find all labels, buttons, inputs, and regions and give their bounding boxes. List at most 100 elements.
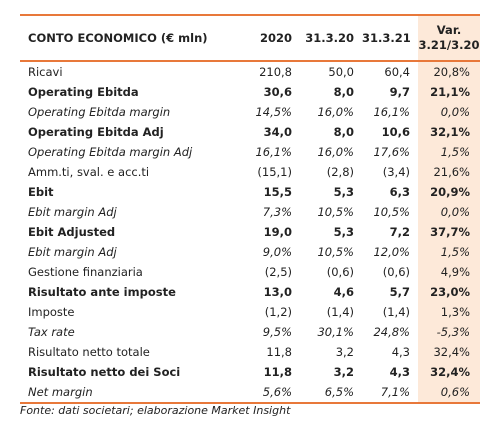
value-variation: 1,3% (418, 302, 480, 322)
table-row: Risultato netto dei Soci 11,8 3,2 4,3 32,4% (20, 362, 480, 382)
value-variation: 21,6% (418, 162, 480, 182)
table-header-row: CONTO ECONOMICO (€ mln) 2020 31.3.20 31.… (20, 15, 480, 61)
value-2020: 15,5 (263, 185, 292, 199)
value-31-3-21: 4,3 (391, 345, 410, 359)
value-variation: 21,1% (418, 82, 480, 102)
value-variation: 32,4% (418, 362, 480, 382)
row-label: Net margin (28, 385, 93, 399)
table-row: Gestione finanziaria (2,5) (0,6) (0,6) 4,9% (20, 262, 480, 282)
value-31-3-20: (1,4) (326, 305, 354, 319)
table-row: Ebit margin Adj 7,3% 10,5% 10,5% 0,0% (20, 202, 480, 222)
row-label: Operating Ebitda margin Adj (28, 145, 193, 159)
value-31-3-20: 3,2 (335, 345, 354, 359)
value-variation: 23,0% (418, 282, 480, 302)
value-2020: 30,6 (263, 85, 292, 99)
value-2020: 14,5% (255, 105, 292, 119)
row-label: Ebit margin Adj (28, 245, 117, 259)
value-31-3-20: (2,8) (326, 165, 354, 179)
table-row: Operating Ebitda margin Adj 16,1% 16,0% 17,… (20, 142, 480, 162)
value-31-3-21: (1,4) (382, 305, 410, 319)
value-31-3-20: 8,0 (333, 85, 354, 99)
value-variation: 0,0% (418, 102, 480, 122)
value-31-3-20: 16,0% (317, 145, 354, 159)
table-title: CONTO ECONOMICO (€ mln) (28, 31, 208, 45)
value-2020: 7,3% (262, 205, 292, 219)
value-31-3-21: 7,1% (380, 385, 410, 399)
row-label: Risultato netto totale (28, 345, 150, 359)
value-31-3-21: 9,7 (389, 85, 410, 99)
value-31-3-20: 30,1% (317, 325, 354, 339)
value-31-3-20: 6,5% (324, 385, 354, 399)
column-header-31-3-21: 31.3.21 (362, 31, 411, 45)
table-row: Risultato netto totale 11,8 3,2 4,3 32,4% (20, 342, 480, 362)
value-31-3-21: (3,4) (382, 165, 410, 179)
column-header-2020: 2020 (259, 31, 292, 45)
table-row: Ebit Adjusted 19,0 5,3 7,2 37,7% (20, 222, 480, 242)
value-31-3-20: (0,6) (326, 265, 354, 279)
row-label: Ebit margin Adj (28, 205, 117, 219)
value-31-3-21: 10,6 (381, 125, 410, 139)
value-variation: 32,4% (418, 342, 480, 362)
variation-header-line2: 3.21/3.20 (418, 38, 480, 52)
value-variation: 20,9% (418, 182, 480, 202)
value-2020: 11,8 (266, 345, 292, 359)
value-2020: (2,5) (264, 265, 292, 279)
value-31-3-21: 24,8% (373, 325, 410, 339)
table-row: Amm.ti, sval. e acc.ti (15,1) (2,8) (3,4) 21… (20, 162, 480, 182)
value-31-3-20: 10,5% (317, 205, 354, 219)
value-31-3-20: 5,3 (333, 185, 354, 199)
table-row: Operating Ebitda 30,6 8,0 9,7 21,1% (20, 82, 480, 102)
value-31-3-21: 10,5% (373, 205, 410, 219)
row-label: Operating Ebitda (28, 85, 139, 99)
value-31-3-20: 8,0 (333, 125, 354, 139)
value-31-3-21: 60,4 (384, 65, 410, 79)
value-31-3-21: 16,1% (373, 105, 410, 119)
row-label: Gestione finanziaria (28, 265, 143, 279)
row-label: Amm.ti, sval. e acc.ti (28, 165, 150, 179)
value-2020: 9,5% (262, 325, 292, 339)
column-header-31-3-20: 31.3.20 (305, 31, 354, 45)
value-31-3-20: 50,0 (328, 65, 354, 79)
value-variation: 0,6% (418, 382, 480, 403)
value-2020: (1,2) (264, 305, 292, 319)
value-2020: 34,0 (263, 125, 292, 139)
table-row: Ebit margin Adj 9,0% 10,5% 12,0% 1,5% (20, 242, 480, 262)
table-row: Net margin 5,6% 6,5% 7,1% 0,6% (20, 382, 480, 403)
value-variation: 4,9% (418, 262, 480, 282)
value-2020: 11,8 (263, 365, 292, 379)
value-31-3-20: 5,3 (333, 225, 354, 239)
value-variation: 20,8% (418, 61, 480, 82)
value-2020: 13,0 (263, 285, 292, 299)
value-31-3-21: 12,0% (373, 245, 410, 259)
row-label: Risultato netto dei Soci (28, 365, 181, 379)
value-31-3-21: 5,7 (389, 285, 410, 299)
value-31-3-20: 4,6 (333, 285, 354, 299)
row-label: Ebit (28, 185, 54, 199)
value-variation: 1,5% (418, 242, 480, 262)
value-31-3-20: 3,2 (333, 365, 354, 379)
row-label: Ricavi (28, 65, 63, 79)
income-statement-table-container: CONTO ECONOMICO (€ mln) 2020 31.3.20 31.… (20, 14, 480, 404)
table-row: Imposte (1,2) (1,4) (1,4) 1,3% (20, 302, 480, 322)
value-31-3-21: (0,6) (382, 265, 410, 279)
row-label: Tax rate (28, 325, 75, 339)
table-row: Ebit 15,5 5,3 6,3 20,9% (20, 182, 480, 202)
value-2020: (15,1) (257, 165, 292, 179)
variation-header-line1: Var. (436, 23, 462, 37)
table-row: Risultato ante imposte 13,0 4,6 5,7 23,0% (20, 282, 480, 302)
row-label: Imposte (28, 305, 75, 319)
value-2020: 19,0 (263, 225, 292, 239)
value-variation: 0,0% (418, 202, 480, 222)
table-body: Ricavi 210,8 50,0 60,4 20,8% Operating Ebitda… (20, 61, 480, 403)
value-31-3-21: 4,3 (389, 365, 410, 379)
value-31-3-20: 16,0% (317, 105, 354, 119)
row-label: Risultato ante imposte (28, 285, 176, 299)
value-2020: 9,0% (262, 245, 292, 259)
table-row: Operating Ebitda margin 14,5% 16,0% 16,1% 0,… (20, 102, 480, 122)
row-label: Operating Ebitda Adj (28, 125, 164, 139)
value-2020: 210,8 (259, 65, 292, 79)
value-31-3-21: 17,6% (373, 145, 410, 159)
source-note: Fonte: dati societari; elaborazione Mark… (20, 404, 291, 417)
value-variation: -5,3% (418, 322, 480, 342)
income-statement-table: CONTO ECONOMICO (€ mln) 2020 31.3.20 31.… (20, 14, 480, 404)
